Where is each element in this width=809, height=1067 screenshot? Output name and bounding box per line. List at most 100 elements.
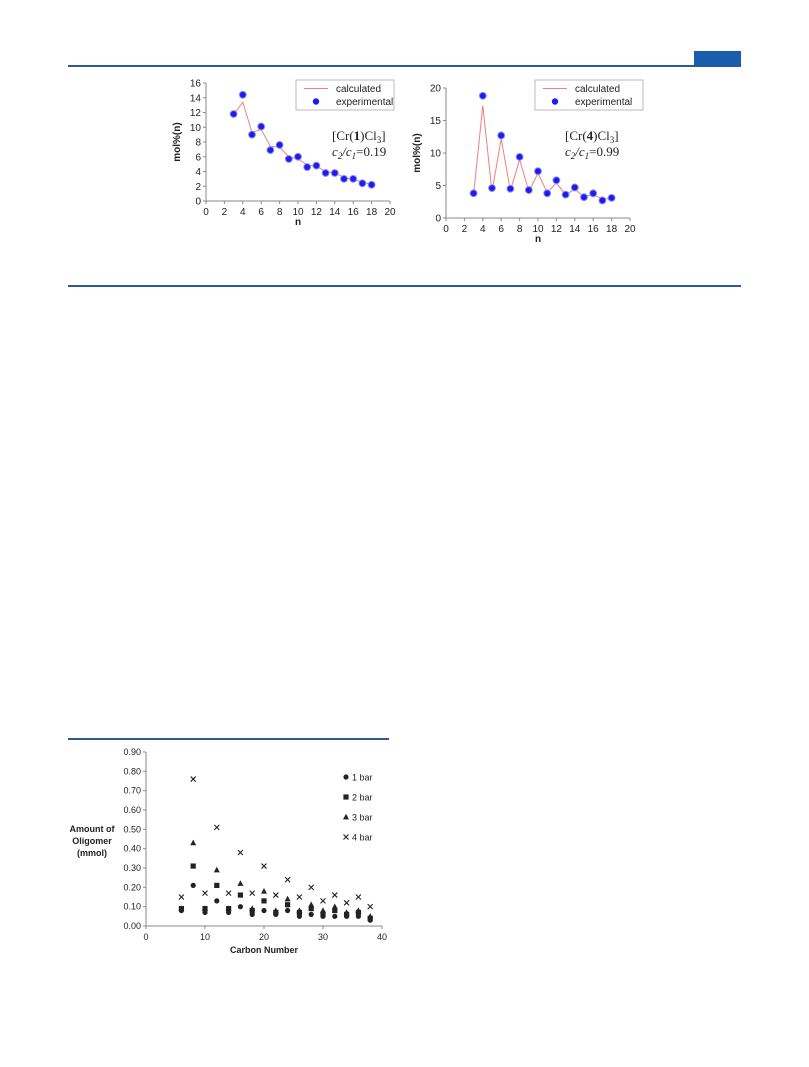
- legend-label-1-bar: 1 bar: [352, 773, 373, 783]
- scatter-y-tick-label: 0.50: [123, 824, 141, 834]
- legend-swatch-4-bar: [343, 834, 349, 840]
- right-x-tick-label: 20: [624, 224, 636, 235]
- right-experimental-point: [552, 176, 561, 185]
- point-2-bar: [190, 863, 196, 869]
- scatter-x-tick-label: 40: [377, 932, 387, 942]
- left-legend-experimental-swatch: [312, 98, 320, 105]
- point-1-bar: [237, 904, 243, 910]
- scatter-x-tick-label: 0: [143, 932, 148, 942]
- right-y-tick-label: 10: [430, 149, 442, 160]
- left-x-tick-label: 12: [311, 207, 323, 218]
- right-experimental-point: [580, 193, 588, 202]
- left-annotation-ratio: c2/c1=0.19: [332, 144, 386, 161]
- right-annotation-ratio: c2/c1=0.99: [565, 144, 619, 161]
- right-x-tick-label: 6: [498, 224, 504, 235]
- point-1-bar: [285, 907, 291, 914]
- left-experimental-point: [358, 179, 367, 188]
- lower-figure-top-rule: [68, 738, 389, 740]
- left-x-tick-label: 2: [222, 207, 228, 218]
- left-x-tick-label: 16: [348, 207, 360, 218]
- left-y-tick-label: 10: [190, 123, 202, 134]
- left-experimental-point: [312, 161, 321, 170]
- point-3-bar: [284, 895, 291, 902]
- point-4-bar: [284, 876, 291, 883]
- point-3-bar: [343, 909, 350, 915]
- point-3-bar: [237, 880, 244, 886]
- point-3-bar: [355, 907, 362, 913]
- right-experimental-point: [534, 167, 542, 176]
- right-experimental-point: [469, 189, 478, 198]
- point-1-bar: [308, 911, 314, 918]
- scatter-x-tick-label: 30: [318, 932, 328, 942]
- point-4-bar: [343, 899, 350, 906]
- point-3-bar: [202, 905, 208, 911]
- right-legend-experimental-swatch: [551, 98, 559, 105]
- left-experimental-point: [349, 174, 358, 183]
- right-x-tick-label: 18: [606, 224, 618, 235]
- right-experimental-point: [506, 184, 515, 193]
- right-experimental-point: [543, 189, 552, 198]
- point-3-bar: [249, 905, 256, 911]
- legend-label-4-bar: 4 bar: [352, 833, 373, 843]
- point-3-bar: [272, 907, 279, 913]
- right-experimental-point: [561, 190, 570, 199]
- scatter-y-tick-label: 0.80: [123, 766, 141, 776]
- left-experimental-point: [367, 180, 376, 189]
- left-x-tick-label: 6: [258, 207, 264, 218]
- point-1-bar: [214, 898, 220, 904]
- point-3-bar: [190, 839, 197, 846]
- left-y-tick-label: 2: [195, 182, 201, 193]
- left-legend-box: [295, 79, 395, 111]
- right-y-tick-label: 15: [430, 116, 442, 127]
- point-4-bar: [320, 897, 326, 904]
- left-experimental-point: [275, 141, 284, 149]
- point-4-bar: [213, 824, 220, 831]
- point-4-bar: [190, 776, 197, 782]
- right-annotation-complex: [Cr(4)Cl3]: [565, 128, 619, 145]
- left-experimental-point: [321, 169, 330, 177]
- right-series-calculated-line: [473, 105, 612, 200]
- left-experimental-point: [238, 90, 247, 99]
- left-x-tick-label: 14: [329, 207, 341, 218]
- left-x-tick-label: 0: [203, 207, 209, 218]
- left-x-tick-label: 20: [384, 207, 396, 218]
- left-experimental-point: [248, 130, 256, 139]
- left-experimental-point: [229, 110, 238, 118]
- legend-label-3-bar: 3 bar: [352, 813, 373, 823]
- right-x-tick-label: 2: [462, 224, 468, 235]
- right-experimental-point: [478, 91, 487, 100]
- right-experimental-point: [524, 186, 533, 194]
- left-experimental-point: [284, 155, 293, 163]
- point-3-bar: [261, 888, 267, 894]
- left-y-axis-label: mol%(n): [172, 122, 183, 161]
- right-x-tick-label: 12: [551, 224, 563, 235]
- left-x-tick-label: 8: [277, 207, 283, 218]
- scatter-x-tick-label: 20: [259, 932, 269, 942]
- point-3-bar: [367, 913, 374, 919]
- chart-cr4-distribution: 0 2 4 6 8 10 12 14 16 18 20 0 5 10 15 20 n mol%(n) calcula…: [412, 79, 644, 245]
- left-experimental-point: [257, 122, 266, 131]
- left-y-tick-label: 16: [190, 79, 202, 90]
- legend-swatch-3-bar: [343, 813, 349, 820]
- point-1-bar: [261, 907, 267, 914]
- left-experimental-point: [303, 163, 312, 171]
- point-4-bar: [237, 849, 244, 856]
- point-4-bar: [367, 903, 374, 910]
- right-y-tick-label: 20: [430, 84, 442, 95]
- legend-swatch-1-bar: [343, 774, 349, 780]
- scatter-y-tick-label: 0.30: [123, 863, 141, 873]
- point-3-bar: [320, 907, 326, 913]
- scatter-y-tick-label: 0.00: [123, 921, 141, 931]
- left-legend-calculated-label: calculated: [336, 84, 381, 95]
- left-y-tick-label: 14: [190, 93, 202, 104]
- point-4-bar: [249, 890, 256, 897]
- point-3-bar: [225, 905, 232, 911]
- left-annotation-complex: [Cr(1)Cl3]: [332, 128, 386, 145]
- right-experimental-point: [598, 196, 607, 205]
- legend-swatch-2-bar: [343, 794, 349, 800]
- figure-top-rule: [68, 65, 741, 67]
- right-legend-box: [534, 79, 644, 111]
- left-y-tick-label: 0: [195, 197, 201, 208]
- left-x-axis-label: n: [295, 217, 301, 228]
